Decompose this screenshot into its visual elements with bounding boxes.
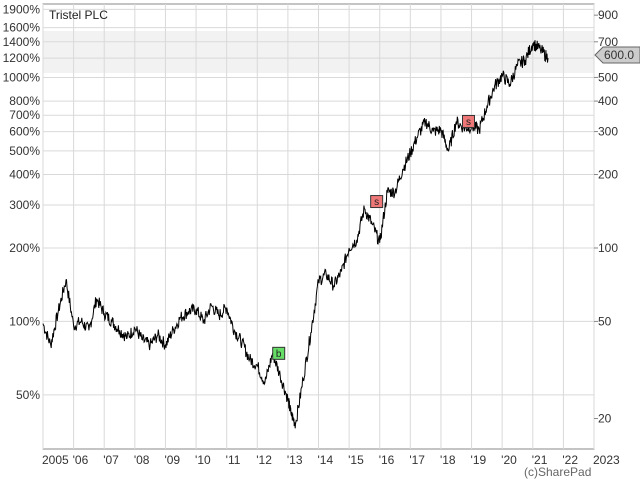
y-right-tick-label: 300 — [598, 125, 618, 139]
x-tick-label: '12 — [256, 453, 272, 467]
current-price-label: 600.0 — [604, 48, 634, 62]
y-axis-left-ticks: 50% 100% 200% 300% 400% 500% 600% 700%800% 1000%… — [3, 2, 41, 401]
x-tick-label: '18 — [440, 453, 456, 467]
gridlines — [42, 4, 595, 449]
y-left-tick-label: 600% — [9, 125, 40, 139]
y-left-tick-label: 200% — [9, 241, 40, 255]
sell-marker — [370, 195, 384, 209]
x-tick-label: '19 — [471, 453, 487, 467]
x-tick-label: '08 — [134, 453, 150, 467]
y-right-tick-label: 200 — [598, 168, 618, 182]
x-tick-label: '10 — [195, 453, 211, 467]
x-axis-ticks: 2005 '06 '07 '08 '09 '10 '11 '12 '13 '14 '15 '16 '17… — [42, 453, 620, 467]
sell-marker — [461, 114, 475, 128]
y-left-tick-label: 1400% — [3, 35, 41, 49]
chart-title: Tristel PLC — [49, 8, 108, 22]
y-right-tick-label: 20 — [598, 412, 612, 426]
x-tick-label: 2023 — [593, 453, 620, 467]
y-left-tick-label: 400% — [9, 168, 40, 182]
y-left-tick-label: 1200% — [3, 51, 41, 65]
sell-marker-label: s — [466, 117, 471, 128]
x-tick-label: '22 — [562, 453, 578, 467]
y-right-tick-label: 500 — [598, 70, 618, 84]
y-axis-right-ticks: 20 50 100 200 300 400 500 700 900 — [594, 8, 618, 426]
y-left-tick-label: 300% — [9, 198, 40, 212]
x-tick-label: '20 — [501, 453, 517, 467]
y-left-tick-label: 50% — [16, 388, 40, 402]
y-left-tick-label: 500% — [9, 144, 40, 158]
x-tick-label: '14 — [318, 453, 334, 467]
x-tick-label: '06 — [73, 453, 89, 467]
y-left-tick-label: 1900% — [3, 2, 41, 16]
x-tick-label: '07 — [103, 453, 119, 467]
y-left-tick-label: 800% — [9, 94, 40, 108]
x-tick-label: '16 — [379, 453, 395, 467]
y-left-tick-label: 100% — [9, 314, 40, 328]
x-tick-label: 2005 — [42, 453, 69, 467]
buy-marker-label: b — [276, 349, 282, 360]
y-left-tick-label: 700% — [9, 108, 40, 122]
y-left-tick-label: 1000% — [3, 70, 41, 84]
sell-marker-label: s — [374, 197, 379, 208]
trade-markers: b s s — [272, 114, 475, 360]
x-tick-label: '09 — [164, 453, 180, 467]
credit: (c)SharePad — [524, 465, 591, 479]
current-price-flag-shape — [594, 46, 640, 64]
price-line — [42, 40, 549, 429]
y-right-tick-label: 900 — [598, 8, 618, 22]
x-tick-label: '11 — [226, 453, 241, 467]
buy-marker — [272, 346, 286, 360]
y-right-tick-label: 50 — [598, 314, 612, 328]
x-tick-label: '17 — [409, 453, 425, 467]
y-right-tick-label: 700 — [598, 35, 618, 49]
y-left-tick-label: 1600% — [3, 21, 41, 35]
x-tick-label: '15 — [348, 453, 364, 467]
y-right-tick-label: 400 — [598, 94, 618, 108]
x-tick-label: '13 — [287, 453, 303, 467]
current-price-flag: 600.0 — [594, 46, 640, 64]
x-tick-label: '21 — [532, 453, 548, 467]
y-right-tick-label: 100 — [598, 241, 618, 255]
